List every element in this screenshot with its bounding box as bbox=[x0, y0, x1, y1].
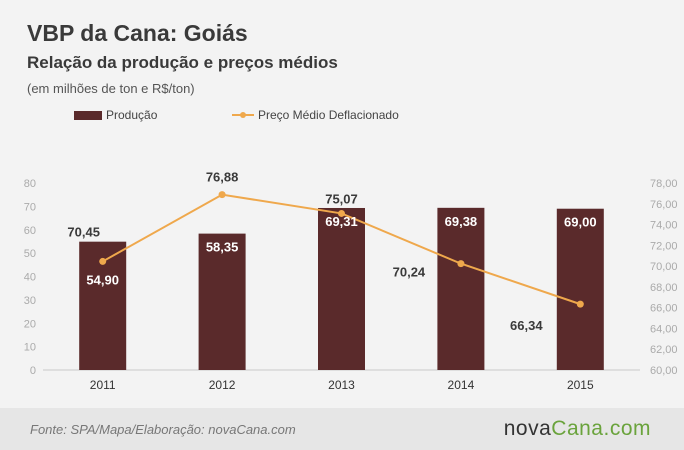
line-point bbox=[338, 209, 345, 217]
line-point bbox=[576, 300, 584, 308]
y-left-tick-label: 70 bbox=[24, 201, 36, 213]
bar bbox=[318, 207, 365, 370]
y-right-tick-label: 72,00 bbox=[650, 240, 678, 252]
legend-item-preco: Preço Médio Deflacionado bbox=[232, 107, 399, 123]
y-right-tick-label: 68,00 bbox=[650, 282, 678, 294]
y-right-tick-label: 66,00 bbox=[650, 303, 678, 315]
bar bbox=[556, 208, 604, 370]
brand-logo: novaCana.com bbox=[503, 417, 651, 440]
x-tick-label: 2014 bbox=[448, 378, 475, 392]
combo-chart: 0 10 20 30 40 50 60 70 80 60,00 62,00 64,00 66,00 68,… bbox=[24, 170, 678, 392]
chart-title: VBP da Cana: Goiás bbox=[27, 20, 248, 46]
footer: Fonte: SPA/Mapa/Elaboração: novaCana.com… bbox=[0, 408, 684, 450]
y-left-tick-label: 30 bbox=[24, 295, 36, 307]
line-value-label: 66,34 bbox=[510, 318, 543, 333]
y-right-tick-label: 78,00 bbox=[650, 178, 678, 190]
legend-swatch-bar bbox=[74, 110, 102, 120]
x-tick-label: 2015 bbox=[567, 378, 594, 392]
y-right-tick-label: 76,00 bbox=[650, 199, 678, 211]
line-point bbox=[457, 260, 465, 268]
line-point bbox=[218, 191, 226, 199]
x-tick-label: 2011 bbox=[90, 378, 116, 392]
y-left-tick-label: 0 bbox=[30, 365, 36, 377]
bar-value-label: 69,31 bbox=[325, 214, 358, 229]
y-right-tick-label: 74,00 bbox=[650, 220, 678, 232]
units-note: (em milhões de ton e R$/ton) bbox=[27, 81, 195, 96]
line-value-label: 70,45 bbox=[67, 224, 100, 239]
legend-label-line: Preço Médio Deflacionado bbox=[258, 108, 399, 122]
line-value-label: 70,24 bbox=[393, 265, 426, 280]
chart-subtitle: Relação da produção e preços médios bbox=[27, 53, 338, 72]
bar bbox=[198, 233, 246, 370]
y-left-tick-label: 40 bbox=[24, 272, 36, 284]
bar-value-label: 69,38 bbox=[445, 214, 478, 229]
line-value-label: 75,07 bbox=[325, 191, 358, 206]
y-right-tick-label: 70,00 bbox=[650, 261, 678, 273]
y-left-tick-label: 50 bbox=[24, 248, 36, 260]
y-left-tick-label: 10 bbox=[24, 342, 36, 354]
x-tick-label: 2012 bbox=[209, 378, 236, 392]
source-note: Fonte: SPA/Mapa/Elaboração: novaCana.com bbox=[30, 422, 296, 437]
legend-label-bar: Produção bbox=[106, 108, 158, 122]
y-left-tick-label: 60 bbox=[24, 225, 36, 237]
legend-swatch-line bbox=[232, 112, 254, 118]
bar-value-label: 58,35 bbox=[206, 240, 239, 255]
y-left-tick-label: 20 bbox=[24, 318, 36, 330]
bar-value-label: 69,00 bbox=[564, 215, 597, 230]
bar-value-label: 54,90 bbox=[86, 272, 119, 287]
y-right-tick-label: 60,00 bbox=[650, 365, 678, 377]
legend-item-producao: Produção bbox=[74, 107, 157, 123]
y-right-tick-label: 64,00 bbox=[650, 323, 678, 335]
line-value-label: 76,88 bbox=[206, 170, 239, 185]
x-tick-label: 2013 bbox=[328, 378, 355, 392]
bar bbox=[437, 207, 485, 370]
y-left-tick-label: 80 bbox=[24, 178, 36, 190]
y-right-tick-label: 62,00 bbox=[650, 344, 678, 356]
line-point bbox=[99, 257, 107, 265]
